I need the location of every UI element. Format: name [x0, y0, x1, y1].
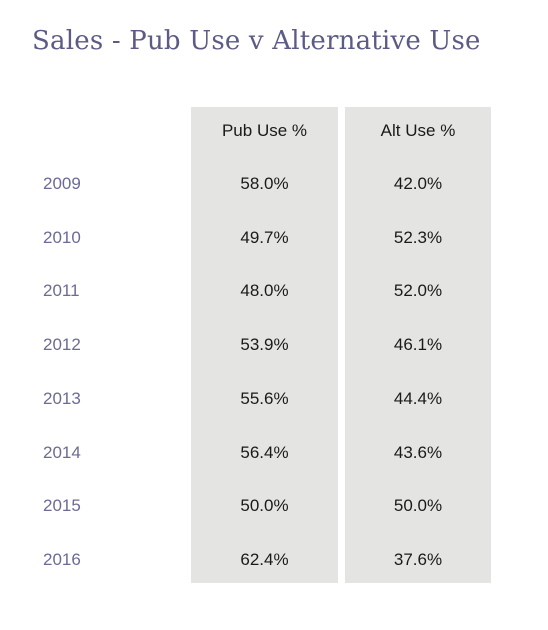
pub-use-cell: 62.4%: [240, 550, 289, 569]
pub-use-cell: 48.0%: [240, 281, 289, 300]
row-year-label: 2015: [43, 496, 81, 515]
row-year-label: 2013: [43, 389, 81, 408]
alt-use-cell: 50.0%: [393, 496, 443, 515]
pub-use-cell: 53.9%: [240, 335, 289, 354]
row-year-label: 2014: [43, 443, 81, 462]
alt-use-cell: 37.6%: [393, 550, 443, 569]
alt-use-cell: 46.1%: [393, 335, 443, 354]
pub-use-cell: 49.7%: [240, 228, 289, 247]
pub-use-cell: 58.0%: [240, 174, 289, 193]
row-year-label: 2012: [43, 335, 81, 354]
alt-use-cell: 52.0%: [393, 281, 443, 300]
pub-use-column-background: [191, 107, 338, 583]
chart-title: Sales - Pub Use v Alternative Use: [32, 26, 481, 56]
row-year-label: 2016: [43, 550, 81, 569]
row-year-label: 2011: [43, 281, 80, 300]
row-year-label: 2009: [43, 174, 81, 193]
pub-use-header: Pub Use %: [221, 121, 308, 140]
alt-use-header: Alt Use %: [380, 121, 456, 140]
pub-use-cell: 50.0%: [240, 496, 289, 515]
alt-use-column-background: [345, 107, 491, 583]
pub-use-cell: 56.4%: [240, 443, 289, 462]
alt-use-cell: 52.3%: [393, 228, 443, 247]
alt-use-cell: 42.0%: [393, 174, 443, 193]
alt-use-cell: 43.6%: [393, 443, 443, 462]
pub-use-cell: 55.6%: [240, 389, 289, 408]
row-year-label: 2010: [43, 228, 81, 247]
alt-use-cell: 44.4%: [393, 389, 443, 408]
